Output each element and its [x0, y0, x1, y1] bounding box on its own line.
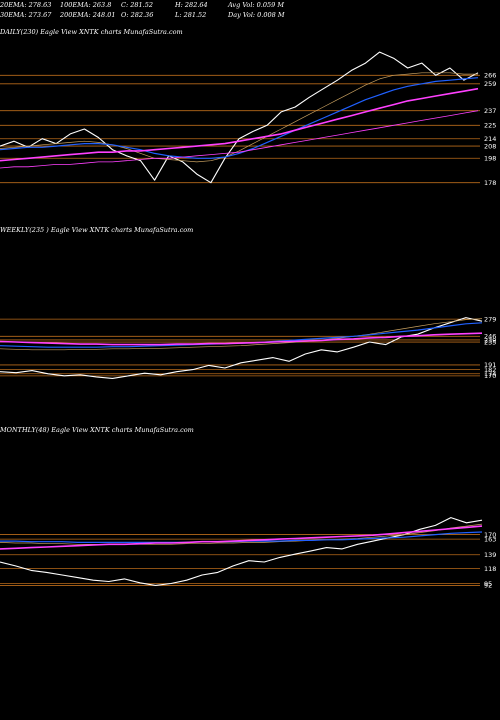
daily-level-label-0: 259 [484, 80, 496, 88]
header-30ema: 30EMA: 273.67 [0, 11, 52, 19]
weekly-series-line-1 [0, 318, 483, 351]
weekly-level-label-3: 235 [484, 338, 496, 346]
daily-level-label-3: 225 [484, 122, 496, 130]
header-avg-vol: Avg Vol: 0.059 M [228, 1, 285, 9]
header-open: O: 282.36 [121, 11, 154, 19]
monthly-series-line-3 [0, 525, 483, 550]
header-close: C: 281.52 [121, 1, 153, 9]
daily-level-label-7: 178 [484, 179, 496, 187]
weekly-level-label-7: 170 [484, 372, 496, 380]
monthly-level-label-1: 163 [484, 535, 496, 543]
daily-level-label-4: 214 [484, 135, 496, 143]
header-low: L: 281.52 [175, 11, 207, 19]
weekly-level-label-5: 182 [484, 366, 496, 374]
header-day-vol: Day Vol: 0.008 M [228, 11, 285, 19]
daily-series-line-1 [0, 72, 478, 163]
daily-series-line-0 [0, 51, 479, 184]
header-20ema: 20EMA: 278.63 [0, 1, 52, 9]
header-100ema: 100EMA: 263.8 [60, 1, 112, 9]
weekly-panel-title: WEEKLY(235 ) Eagle View XNTK charts Muna… [0, 226, 194, 234]
monthly-level-label-4: 95 [484, 580, 492, 588]
weekly-level-label-1: 246 [484, 333, 496, 341]
daily-series-line-3 [0, 87, 479, 162]
monthly-series-line-0 [0, 517, 483, 586]
daily-series-line-4 [0, 110, 479, 169]
weekly-series-line-3 [0, 332, 483, 346]
header-high: H: 282.64 [175, 1, 208, 9]
monthly-level-label-2: 139 [484, 551, 496, 559]
weekly-level-label-0: 279 [484, 315, 496, 323]
daily-series-line-2 [0, 77, 479, 159]
daily-level-label-5: 208 [484, 142, 496, 150]
weekly-level-label-6: 174 [484, 370, 496, 378]
monthly-level-label-3: 118 [484, 565, 496, 573]
monthly-level-label-0: 170 [484, 531, 496, 539]
daily-level-label-1: 266 [484, 72, 496, 80]
monthly-level-label-5: 92 [484, 582, 492, 590]
header-row1: 20EMA: 278.63 100EMA: 263.8 C: 281.52 H:… [0, 1, 500, 10]
daily-level-label-2: 237 [484, 107, 496, 115]
header-200ema: 200EMA: 248.01 [60, 11, 116, 19]
weekly-level-label-4: 191 [484, 361, 496, 369]
header-row2: 30EMA: 273.67 200EMA: 248.01 O: 282.36 L… [0, 11, 500, 20]
daily-panel-title: DAILY(230) Eagle View XNTK charts Munafa… [0, 28, 183, 36]
weekly-level-label-2: 239 [484, 336, 496, 344]
monthly-panel-title: MONTHLY(48) Eagle View XNTK charts Munaf… [0, 426, 194, 434]
monthly-series-line-1 [0, 523, 483, 545]
daily-level-label-6: 198 [484, 155, 496, 163]
